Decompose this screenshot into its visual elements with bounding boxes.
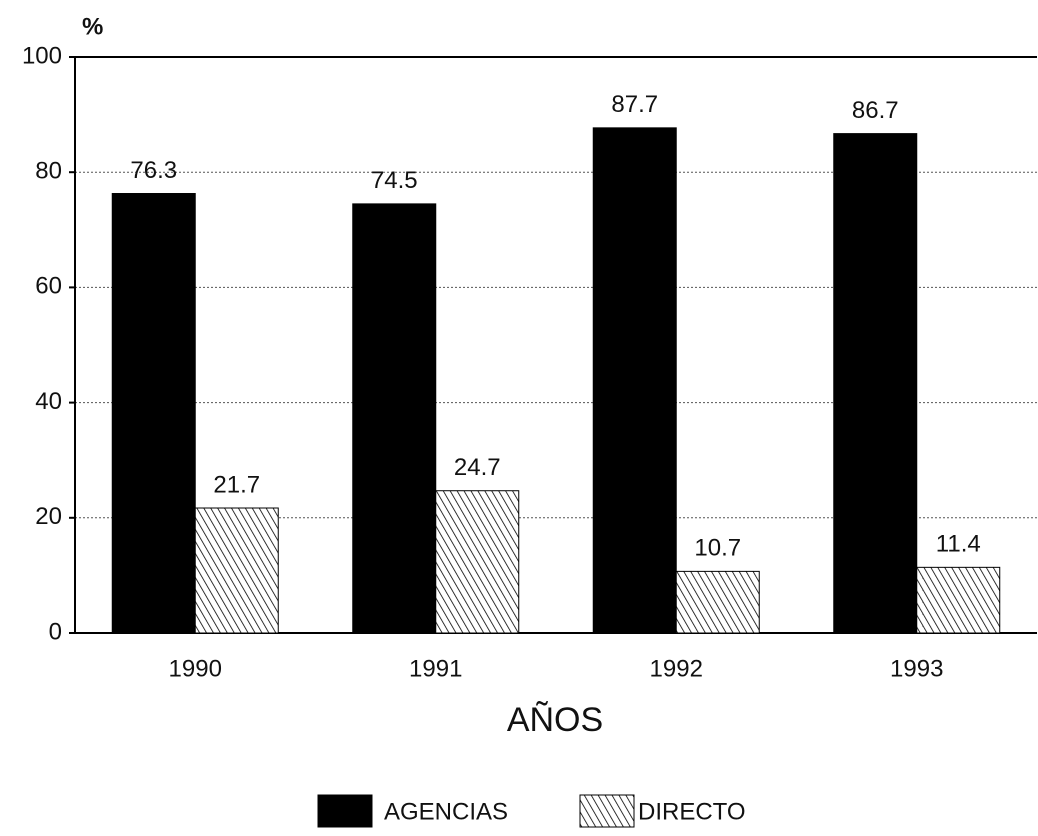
bar (675, 570, 760, 634)
x-axis-title: AÑOS (507, 701, 603, 739)
y-tick-label: 40 (35, 388, 62, 415)
bar (352, 203, 437, 634)
legend-swatch (579, 794, 635, 828)
data-label: 86.7 (852, 97, 899, 124)
x-tick-label: 1990 (169, 655, 222, 682)
y-tick-label: 0 (49, 618, 62, 645)
legend-label: AGENCIAS (384, 798, 508, 825)
data-label: 10.7 (694, 535, 741, 562)
x-tick-label: 1991 (409, 655, 462, 682)
plot-frame (74, 56, 1037, 634)
bar (833, 133, 918, 634)
data-label: 76.3 (130, 157, 177, 184)
y-unit: % (82, 13, 103, 40)
data-label: 87.7 (611, 91, 658, 118)
bar (435, 490, 520, 634)
y-tick-label: 60 (35, 273, 62, 300)
bar (111, 193, 196, 634)
x-tick-label: 1992 (650, 655, 703, 682)
bar (194, 507, 279, 634)
y-tick-label: 100 (22, 42, 62, 69)
data-label: 74.5 (371, 167, 418, 194)
bar (592, 127, 677, 634)
data-label: 21.7 (213, 471, 260, 498)
y-tick-label: 20 (35, 503, 62, 530)
data-label: 11.4 (936, 531, 981, 558)
x-tick-label: 1993 (890, 655, 943, 682)
legend-swatch (317, 794, 373, 828)
legend-label: DIRECTO (638, 798, 746, 825)
bar (916, 566, 1001, 634)
data-label: 24.7 (454, 454, 501, 481)
y-tick-label: 80 (35, 158, 62, 185)
